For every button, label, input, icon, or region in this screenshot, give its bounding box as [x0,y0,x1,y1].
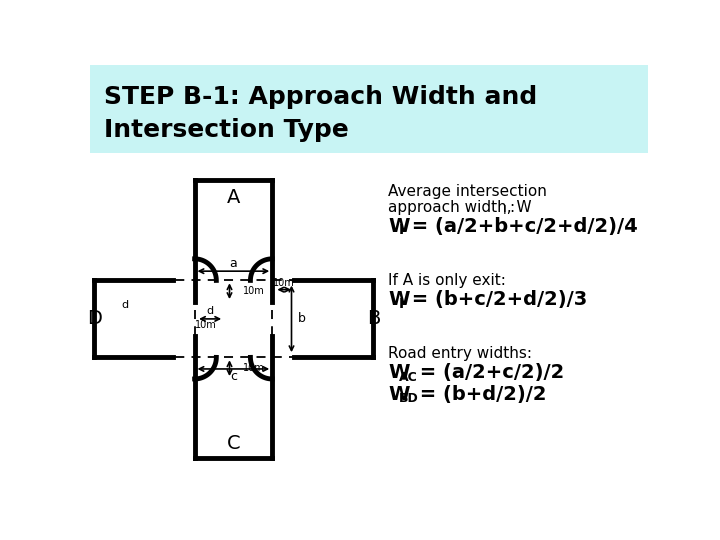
Text: = (a/2+b+c/2+d/2)/4: = (a/2+b+c/2+d/2)/4 [405,217,638,236]
Text: c: c [230,370,237,383]
Text: W: W [388,217,410,236]
Text: b: b [297,313,305,326]
Text: = (b+c/2+d/2)/3: = (b+c/2+d/2)/3 [405,290,588,309]
Text: C: C [227,434,240,453]
Text: 10m: 10m [194,320,217,330]
Text: W: W [388,363,410,382]
Text: I: I [399,224,405,238]
Text: Road entry widths:: Road entry widths: [388,346,532,361]
Text: :: : [509,200,514,215]
Text: I: I [503,204,507,217]
Bar [90,65,648,153]
Text: D: D [86,309,102,328]
Text: d: d [121,300,128,310]
Text: 10m: 10m [274,278,295,288]
Text: AC: AC [399,371,418,384]
Text: A: A [227,188,240,207]
Text: If A is only exit:: If A is only exit: [388,273,506,288]
Text: a: a [230,257,238,270]
Text: W: W [388,290,410,309]
Text: I: I [399,296,405,310]
Text: Average intersection: Average intersection [388,184,547,199]
Text: 10m: 10m [243,286,265,296]
Text: = (a/2+c/2)/2: = (a/2+c/2)/2 [413,363,564,382]
Text: 10m: 10m [243,363,265,373]
Text: W: W [388,385,410,404]
Text: d: d [207,306,214,316]
Text: BD: BD [399,393,419,406]
Text: approach width, W: approach width, W [388,200,532,215]
Text: Intersection Type: Intersection Type [104,118,348,142]
Text: STEP B-1: Approach Width and: STEP B-1: Approach Width and [104,85,537,109]
Text: B: B [366,309,380,328]
Text: = (b+d/2)/2: = (b+d/2)/2 [413,385,546,404]
